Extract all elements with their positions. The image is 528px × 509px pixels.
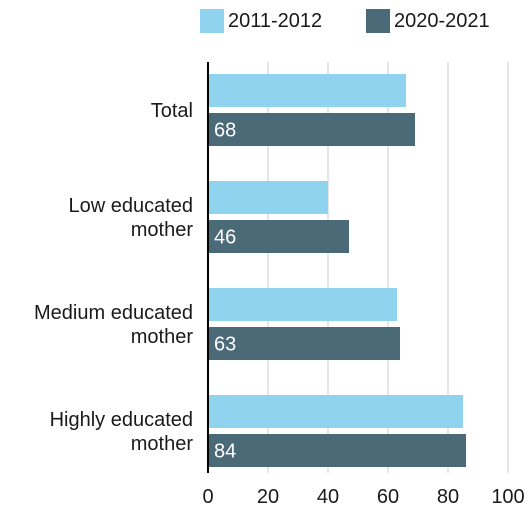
category-label-3: Highly educated mother xyxy=(50,409,194,455)
legend-label-2020-2021: 2020-2021 xyxy=(394,10,490,32)
legend-label-2011-2012: 2011-2012 xyxy=(228,10,323,32)
data-label-0: 68 xyxy=(214,120,236,142)
x-tick-label-80: 80 xyxy=(437,486,459,508)
data-label-3: 84 xyxy=(214,441,236,463)
data-label-2: 63 xyxy=(214,334,236,356)
bar-2011-2012-3 xyxy=(208,395,463,428)
legend-swatch-2020-2021 xyxy=(366,9,390,33)
legend-item-2011-2012: 2011-2012 xyxy=(200,6,322,36)
x-tick-label-40: 40 xyxy=(317,486,339,508)
bar-2020-2021-0 xyxy=(208,113,415,146)
category-label-2: Medium educated mother xyxy=(34,302,193,348)
bar-2011-2012-2 xyxy=(208,288,397,321)
legend: 2011-2012 2020-2021 xyxy=(0,6,528,36)
bar-2020-2021-1 xyxy=(208,220,349,253)
category-label-1: Low educated mother xyxy=(68,195,193,241)
x-tick-label-100: 100 xyxy=(491,486,524,508)
bar-2011-2012-0 xyxy=(208,74,406,107)
bar-2020-2021-3 xyxy=(208,434,466,467)
x-tick-label-60: 60 xyxy=(377,486,399,508)
bar-2020-2021-2 xyxy=(208,327,400,360)
x-tick-label-20: 20 xyxy=(257,486,279,508)
legend-swatch-2011-2012 xyxy=(200,9,224,33)
x-tick-label-0: 0 xyxy=(202,486,213,508)
legend-item-2020-2021: 2020-2021 xyxy=(366,6,490,36)
bar-2011-2012-1 xyxy=(208,181,328,214)
category-label-0: Total xyxy=(151,100,193,122)
data-label-1: 46 xyxy=(214,227,236,249)
